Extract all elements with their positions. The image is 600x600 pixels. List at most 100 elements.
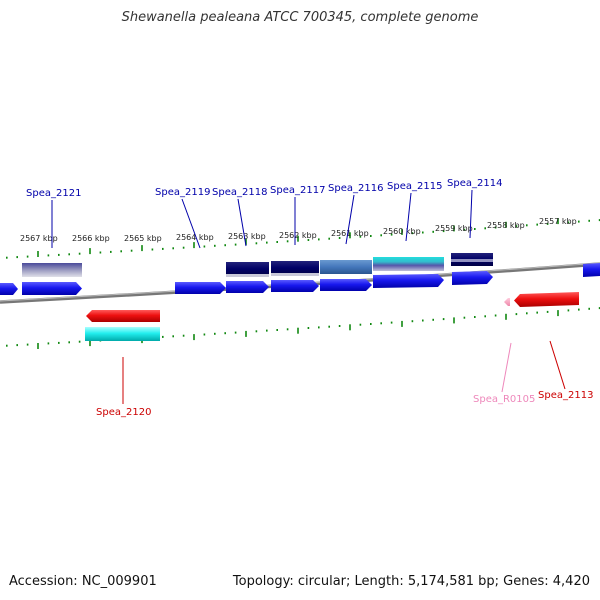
gene-arrow — [452, 271, 493, 285]
gene-label-spea-2118: Spea_2118 — [212, 187, 267, 198]
major-tick — [245, 330, 247, 337]
scale-label: 2560 kbp — [383, 227, 421, 236]
gene-label-spea-2120: Spea_2120 — [96, 407, 151, 418]
minor-tick — [47, 342, 50, 345]
scale-label: 2564 kbp — [176, 233, 214, 242]
minor-tick — [494, 226, 497, 229]
major-tick — [297, 235, 299, 242]
minor-tick — [432, 230, 434, 233]
minor-tick — [307, 239, 310, 241]
minor-tick — [318, 238, 320, 241]
gene-label-spea-2117: Spea_2117 — [270, 185, 325, 196]
scale-label: 2559 kbp — [435, 224, 473, 233]
gene-arrow — [514, 292, 579, 307]
minor-tick — [526, 312, 528, 315]
minor-tick — [203, 333, 206, 336]
minor-tick — [130, 249, 133, 252]
minor-tick — [380, 322, 382, 325]
gene-arrow — [373, 274, 444, 288]
minor-tick — [224, 332, 226, 335]
gene-label-spea-2115: Spea_2115 — [387, 181, 442, 192]
major-tick — [193, 334, 195, 341]
minor-tick — [266, 329, 268, 332]
minor-tick — [463, 228, 466, 231]
minor-tick — [286, 328, 289, 331]
major-tick — [505, 221, 507, 228]
minor-tick — [162, 247, 164, 250]
minor-tick — [338, 325, 341, 327]
scale-label: 2561 kbp — [331, 229, 369, 238]
minor-tick — [567, 309, 570, 312]
major-tick — [453, 317, 455, 324]
major-tick — [245, 238, 247, 245]
minor-tick — [68, 341, 70, 344]
major-tick — [557, 310, 559, 317]
minor-tick — [442, 318, 445, 321]
gene-label-spea-2121: Spea_2121 — [26, 188, 81, 199]
minor-tick — [588, 219, 590, 222]
major-tick — [193, 242, 195, 249]
minor-tick — [578, 308, 580, 311]
gene-arrow — [320, 279, 372, 291]
minor-tick — [598, 219, 600, 222]
minor-tick — [234, 331, 237, 334]
forward-genes — [0, 263, 600, 295]
minor-tick — [474, 316, 476, 318]
minor-tick — [484, 315, 486, 318]
major-tick — [401, 228, 403, 235]
scale-label: 2566 kbp — [72, 234, 110, 243]
gene-arrow — [226, 281, 269, 293]
minor-tick — [99, 251, 102, 254]
minor-tick — [463, 316, 466, 319]
gene-arrow — [0, 283, 18, 295]
minor-tick — [328, 237, 330, 240]
minor-tick — [255, 330, 258, 333]
rna-arrow — [504, 298, 510, 306]
inner-tick-track — [6, 307, 600, 349]
minor-tick — [203, 245, 206, 248]
minor-tick — [47, 254, 50, 257]
minor-tick — [6, 256, 8, 259]
minor-tick — [546, 310, 549, 313]
scale-label: 2567 kbp — [20, 234, 58, 243]
scale-label: 2557 kbp — [539, 217, 577, 226]
minor-tick — [172, 247, 174, 250]
minor-tick — [120, 250, 122, 253]
minor-tick — [422, 319, 424, 322]
minor-tick — [359, 235, 362, 238]
scale-label: 2558 kbp — [487, 221, 525, 230]
minor-tick — [536, 223, 538, 226]
scale-label: 2563 kbp — [228, 232, 266, 241]
minor-tick — [110, 250, 112, 253]
minor-tick — [588, 307, 590, 310]
minor-tick — [338, 237, 341, 239]
minor-tick — [370, 323, 372, 325]
major-tick — [89, 248, 91, 255]
genome-summary-text: Topology: circular; Length: 5,174,581 bp… — [232, 574, 590, 589]
minor-tick — [78, 340, 81, 343]
major-tick — [141, 245, 143, 252]
minor-tick — [370, 235, 372, 237]
minor-tick — [214, 332, 216, 335]
minor-tick — [26, 343, 29, 346]
minor-tick — [598, 307, 600, 310]
minor-tick — [26, 255, 29, 258]
minor-tick — [266, 241, 268, 244]
minor-tick — [16, 256, 18, 259]
minor-tick — [78, 252, 81, 255]
major-tick — [349, 324, 351, 331]
minor-tick — [578, 220, 580, 223]
scale-label: 2565 kbp — [124, 234, 162, 243]
minor-tick — [515, 225, 518, 228]
gene-arrow — [86, 310, 160, 322]
gene-label-spea-2114: Spea_2114 — [447, 178, 502, 189]
minor-tick — [442, 230, 445, 233]
minor-tick — [494, 314, 497, 317]
major-tick — [349, 232, 351, 239]
major-tick — [453, 225, 455, 232]
minor-tick — [536, 311, 538, 314]
minor-tick — [526, 224, 528, 227]
minor-tick — [6, 344, 8, 347]
gene-arrow — [271, 280, 319, 292]
reverse-genes — [85, 292, 579, 341]
